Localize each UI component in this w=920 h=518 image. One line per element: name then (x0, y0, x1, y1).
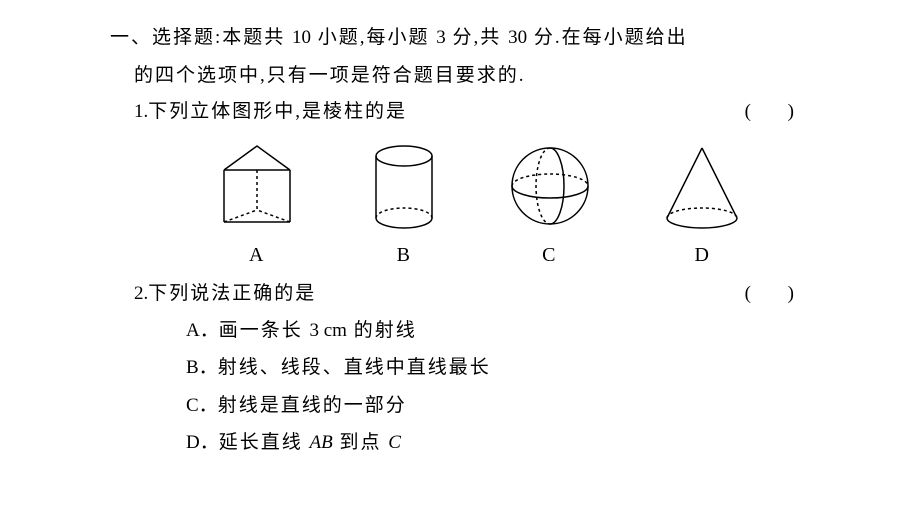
q2-stem: 下列说法正确的是 (148, 283, 316, 304)
figures-row: A B (110, 130, 810, 276)
option-A: A．画一条长 3 cm 的射线 (110, 313, 810, 349)
header-text: 一、选择题:本题共 (110, 27, 292, 48)
question-2: 2.下列说法正确的是 ( ) (110, 276, 810, 312)
option-D: D．延长直线 AB 到点 C (110, 425, 810, 461)
num-questions: 10 (292, 27, 311, 48)
section-header-line2: 的四个选项中,只有一项是符合题目要求的. (110, 58, 810, 94)
var-AB: AB (310, 432, 333, 453)
figure-B: B (364, 140, 444, 274)
q1-stem: 下列立体图形中,是棱柱的是 (148, 101, 407, 122)
option-text: 画一条长 (219, 320, 310, 341)
q2-number: 2. (134, 283, 148, 304)
header-text: 分.在每小题给出 (527, 27, 688, 48)
section-header: 一、选择题:本题共 10 小题,每小题 3 分,共 30 分.在每小题给出 (110, 20, 810, 56)
option-value: 3 cm (310, 320, 347, 341)
points-total: 30 (508, 27, 527, 48)
figure-C: C (504, 140, 596, 274)
sphere-icon (504, 140, 596, 232)
q1-number: 1. (134, 101, 148, 122)
figure-label: B (397, 236, 412, 274)
option-text: 延长直线 (219, 432, 310, 453)
figure-label: C (542, 236, 557, 274)
prism-icon (210, 140, 305, 232)
points-each: 3 (436, 27, 446, 48)
figure-label: A (249, 236, 265, 274)
option-letter: A． (186, 320, 219, 341)
option-text: 到点 (333, 432, 389, 453)
cylinder-icon (364, 140, 444, 232)
figure-label: D (695, 236, 711, 274)
option-text: 射线、线段、直线中直线最长 (218, 357, 491, 378)
figure-D: D (655, 140, 750, 274)
header-text: 小题,每小题 (311, 27, 436, 48)
answer-blank: ( ) (745, 276, 810, 312)
option-letter: D． (186, 432, 219, 453)
cone-icon (655, 140, 750, 232)
option-text: 的射线 (347, 320, 417, 341)
answer-blank: ( ) (745, 94, 810, 130)
option-letter: C． (186, 395, 218, 416)
question-1: 1.下列立体图形中,是棱柱的是 ( ) (110, 94, 810, 130)
exam-content: 一、选择题:本题共 10 小题,每小题 3 分,共 30 分.在每小题给出 的四… (110, 20, 810, 461)
option-B: B．射线、线段、直线中直线最长 (110, 350, 810, 386)
option-letter: B． (186, 357, 218, 378)
header-text: 分,共 (446, 27, 508, 48)
var-C: C (388, 432, 401, 453)
figure-A: A (210, 140, 305, 274)
option-text: 射线是直线的一部分 (218, 395, 407, 416)
option-C: C．射线是直线的一部分 (110, 388, 810, 424)
